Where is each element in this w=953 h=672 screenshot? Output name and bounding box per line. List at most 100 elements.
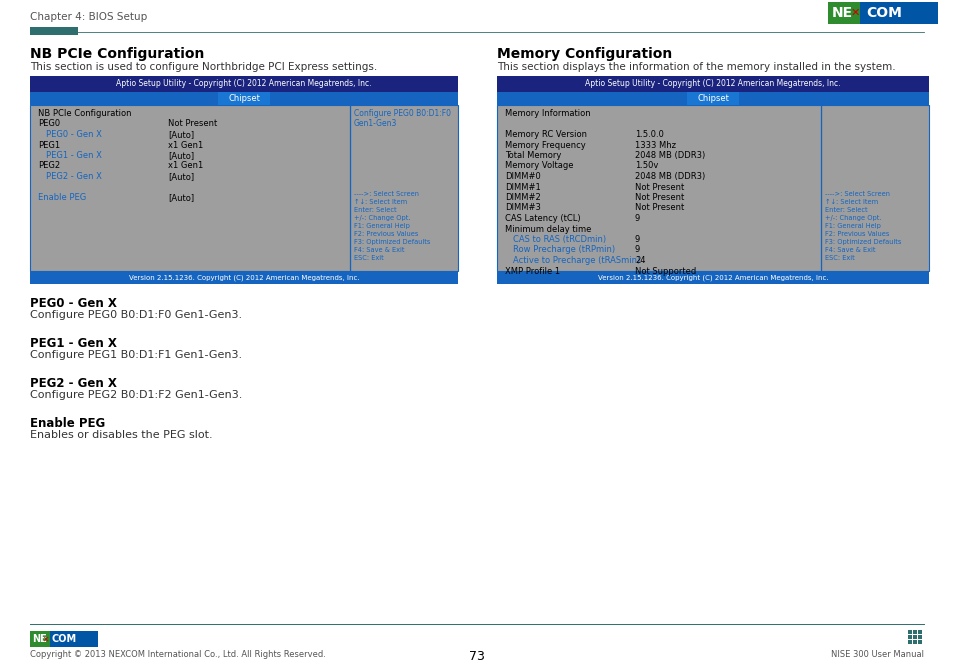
Text: This section displays the information of the memory installed in the system.: This section displays the information of…: [497, 62, 895, 72]
Text: Minimum delay time: Minimum delay time: [504, 224, 591, 233]
Text: PEG1: PEG1: [38, 140, 60, 149]
Bar: [497, 92, 928, 105]
Text: PEG1 - Gen X: PEG1 - Gen X: [30, 337, 117, 350]
Bar: [912, 630, 916, 634]
Text: COM: COM: [52, 634, 77, 644]
Bar: [686, 92, 739, 105]
Text: [Auto]: [Auto]: [168, 172, 193, 181]
Text: Version 2.15.1236. Copyright (C) 2012 American Megatrends, Inc.: Version 2.15.1236. Copyright (C) 2012 Am…: [598, 274, 827, 281]
Text: Enable PEG: Enable PEG: [38, 193, 86, 202]
Text: Not Present: Not Present: [168, 120, 217, 128]
Text: ESC: Exit: ESC: Exit: [354, 255, 383, 261]
Text: Configure PEG1 B0:D1:F1 Gen1-Gen3.: Configure PEG1 B0:D1:F1 Gen1-Gen3.: [30, 350, 242, 360]
Text: CAS to RAS (tRCDmin): CAS to RAS (tRCDmin): [513, 235, 605, 244]
Text: Gen1-Gen3: Gen1-Gen3: [354, 119, 397, 128]
Text: [Auto]: [Auto]: [168, 193, 193, 202]
Text: ---->: Select Screen: ---->: Select Screen: [824, 192, 889, 198]
Bar: [30, 76, 457, 284]
Text: Chapter 4: BIOS Setup: Chapter 4: BIOS Setup: [30, 12, 147, 22]
Bar: [917, 640, 921, 644]
Text: Aptio Setup Utility - Copyright (C) 2012 American Megatrends, Inc.: Aptio Setup Utility - Copyright (C) 2012…: [584, 79, 840, 89]
Text: Aptio Setup Utility - Copyright (C) 2012 American Megatrends, Inc.: Aptio Setup Utility - Copyright (C) 2012…: [116, 79, 372, 89]
Text: ---->: Select Screen: ---->: Select Screen: [354, 192, 418, 198]
Text: F1: General Help: F1: General Help: [354, 223, 410, 229]
Text: PEG2 - Gen X: PEG2 - Gen X: [30, 377, 117, 390]
Bar: [30, 105, 457, 271]
Text: Chipset: Chipset: [228, 94, 259, 103]
Text: Enable PEG: Enable PEG: [30, 417, 105, 430]
Text: Memory Information: Memory Information: [504, 109, 590, 118]
Bar: [907, 635, 911, 639]
Bar: [912, 640, 916, 644]
Text: Enter: Select: Enter: Select: [824, 208, 866, 213]
Text: +/-: Change Opt.: +/-: Change Opt.: [824, 215, 881, 221]
Text: Not Present: Not Present: [635, 204, 683, 212]
Text: 2048 MB (DDR3): 2048 MB (DDR3): [635, 151, 704, 160]
Text: NE: NE: [831, 6, 852, 20]
Text: Not Present: Not Present: [635, 183, 683, 192]
Text: Memory RC Version: Memory RC Version: [504, 130, 586, 139]
Bar: [917, 635, 921, 639]
Text: DIMM#0: DIMM#0: [504, 172, 540, 181]
Text: 1.50v: 1.50v: [635, 161, 658, 171]
Text: ESC: Exit: ESC: Exit: [824, 255, 854, 261]
Text: XMP Profile 1: XMP Profile 1: [504, 267, 559, 276]
Text: Not Present: Not Present: [635, 193, 683, 202]
Text: NB PCIe Configuration: NB PCIe Configuration: [30, 47, 204, 61]
Text: DIMM#1: DIMM#1: [504, 183, 540, 192]
Text: PEG0: PEG0: [38, 120, 60, 128]
Text: x1 Gen1: x1 Gen1: [168, 140, 203, 149]
Text: Copyright © 2013 NEXCOM International Co., Ltd. All Rights Reserved.: Copyright © 2013 NEXCOM International Co…: [30, 650, 326, 659]
Bar: [30, 271, 457, 284]
Text: PEG2 - Gen X: PEG2 - Gen X: [46, 172, 102, 181]
Text: Enter: Select: Enter: Select: [354, 208, 396, 213]
Text: Enables or disables the PEG slot.: Enables or disables the PEG slot.: [30, 430, 213, 440]
Bar: [827, 2, 859, 24]
Text: Total Memory: Total Memory: [504, 151, 560, 160]
Text: [Auto]: [Auto]: [168, 151, 193, 160]
Text: Configure PEG2 B0:D1:F2 Gen1-Gen3.: Configure PEG2 B0:D1:F2 Gen1-Gen3.: [30, 390, 242, 400]
Text: Memory Frequency: Memory Frequency: [504, 140, 585, 149]
Text: PEG0 - Gen X: PEG0 - Gen X: [30, 297, 117, 310]
Bar: [30, 27, 78, 35]
Text: CAS Latency (tCL): CAS Latency (tCL): [504, 214, 580, 223]
Bar: [50, 631, 98, 647]
Text: DIMM#3: DIMM#3: [504, 204, 540, 212]
Bar: [30, 105, 350, 271]
Text: 9: 9: [635, 214, 639, 223]
Text: +/-: Change Opt.: +/-: Change Opt.: [354, 215, 410, 221]
Bar: [30, 92, 457, 105]
Text: 9: 9: [635, 235, 639, 244]
Text: F3: Optimized Defaults: F3: Optimized Defaults: [354, 239, 430, 245]
Text: Configure PEG0 B0:D1:F0: Configure PEG0 B0:D1:F0: [354, 109, 451, 118]
Text: Memory Voltage: Memory Voltage: [504, 161, 573, 171]
Text: 2048 MB (DDR3): 2048 MB (DDR3): [635, 172, 704, 181]
Text: ✕: ✕: [849, 8, 859, 18]
Text: PEG0 - Gen X: PEG0 - Gen X: [46, 130, 102, 139]
Text: Chipset: Chipset: [697, 94, 728, 103]
Text: F3: Optimized Defaults: F3: Optimized Defaults: [824, 239, 901, 245]
Text: [Auto]: [Auto]: [168, 130, 193, 139]
Text: This section is used to configure Northbridge PCI Express settings.: This section is used to configure Northb…: [30, 62, 376, 72]
Bar: [907, 630, 911, 634]
Bar: [497, 105, 928, 271]
Bar: [912, 635, 916, 639]
Text: ↑↓: Select Item: ↑↓: Select Item: [354, 200, 407, 206]
Text: NISE 300 User Manual: NISE 300 User Manual: [830, 650, 923, 659]
Text: 1.5.0.0: 1.5.0.0: [635, 130, 663, 139]
Text: 9: 9: [635, 245, 639, 255]
Text: Not Supported: Not Supported: [635, 267, 696, 276]
Text: F1: General Help: F1: General Help: [824, 223, 880, 229]
Bar: [350, 105, 457, 271]
Text: NE: NE: [32, 634, 47, 644]
Text: 1333 Mhz: 1333 Mhz: [635, 140, 676, 149]
Text: COM: COM: [865, 6, 901, 20]
Text: ✕: ✕: [42, 634, 49, 644]
Bar: [30, 76, 457, 92]
Text: F2: Previous Values: F2: Previous Values: [824, 231, 888, 237]
Text: 73: 73: [469, 650, 484, 663]
Text: Row Precharge (tRPmin): Row Precharge (tRPmin): [513, 245, 615, 255]
Bar: [218, 92, 270, 105]
Text: DIMM#2: DIMM#2: [504, 193, 540, 202]
Bar: [497, 76, 928, 284]
